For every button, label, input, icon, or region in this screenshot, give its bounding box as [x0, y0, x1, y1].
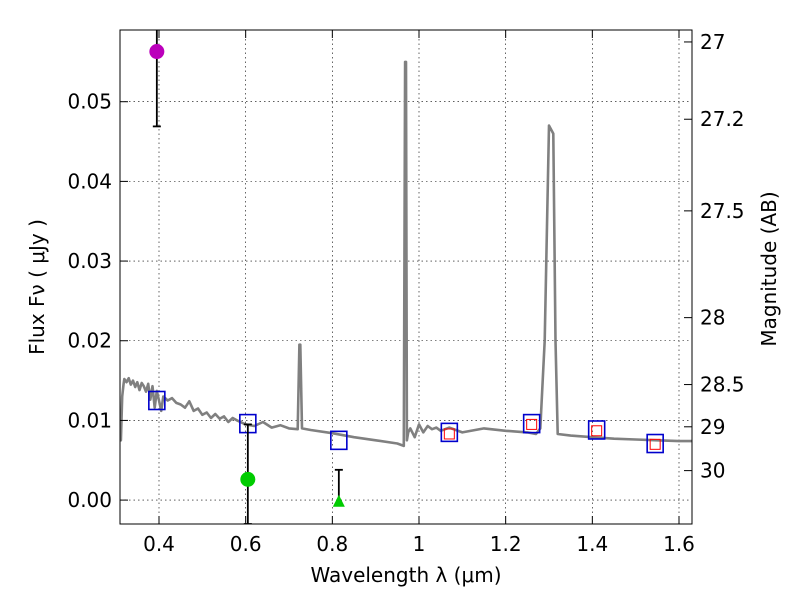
- model-photometry-marker: [522, 413, 541, 434]
- x-tick-label: 1.4: [576, 532, 608, 556]
- model-photometry-marker: [330, 430, 348, 451]
- y-tick-label: 0.00: [67, 488, 112, 512]
- model-photometry-marker: [587, 420, 606, 440]
- y-axis-ticks: 0.00 0.01 0.02 0.03 0.04 0.05: [67, 90, 128, 512]
- y-axis-label: Flux Fν ( μJy ): [25, 219, 49, 355]
- x-tick-label: 1.2: [490, 532, 522, 556]
- x-tick-label: 0.4: [143, 532, 175, 556]
- spectrum-line: [120, 60, 692, 448]
- y2-tick-label: 27.2: [700, 107, 745, 131]
- grid: [120, 30, 692, 524]
- plot-frame: [119, 29, 693, 525]
- y2-tick-label: 29: [700, 415, 725, 439]
- green-point-marker: [240, 471, 256, 487]
- model-photometry-marker: [440, 422, 459, 443]
- y2-tick-label: 28.5: [700, 373, 745, 397]
- x-axis-ticks: 0.4 0.6 0.8 1 1.2 1.4 1.6: [143, 30, 695, 556]
- x-tick-label: 1.6: [663, 532, 695, 556]
- observed-flux-marker: [443, 428, 455, 440]
- y2-tick-label: 27: [700, 30, 725, 54]
- x-axis-label: Wavelength λ (μm): [310, 563, 501, 587]
- y-tick-label: 0.02: [67, 329, 112, 353]
- y2-tick-label: 28: [700, 306, 725, 330]
- y-tick-label: 0.01: [67, 408, 112, 432]
- observed-flux-marker: [591, 425, 603, 437]
- x-tick-label: 1: [413, 532, 426, 556]
- upper-limit-marker: [332, 494, 345, 507]
- y2-axis-label: Magnitude (AB): [757, 191, 781, 346]
- y-tick-label: 0.03: [67, 249, 112, 273]
- spectrum-layer: [120, 60, 692, 448]
- model-photometry-marker: [646, 433, 664, 454]
- y2-axis-ticks: 27 27.2 27.5 28 28.5 29 30: [684, 30, 745, 483]
- observed-flux-marker: [526, 418, 538, 430]
- y-tick-label: 0.04: [67, 169, 112, 193]
- magenta-point-marker: [149, 44, 165, 60]
- y-tick-label: 0.05: [67, 90, 112, 114]
- x-tick-label: 0.8: [316, 532, 348, 556]
- observed-flux-marker: [649, 438, 661, 450]
- x-tick-label: 0.6: [230, 532, 262, 556]
- markers-layer: [148, 30, 664, 524]
- y2-tick-label: 30: [700, 459, 725, 483]
- model-photometry-marker: [148, 390, 166, 411]
- y2-tick-label: 27.5: [700, 199, 745, 223]
